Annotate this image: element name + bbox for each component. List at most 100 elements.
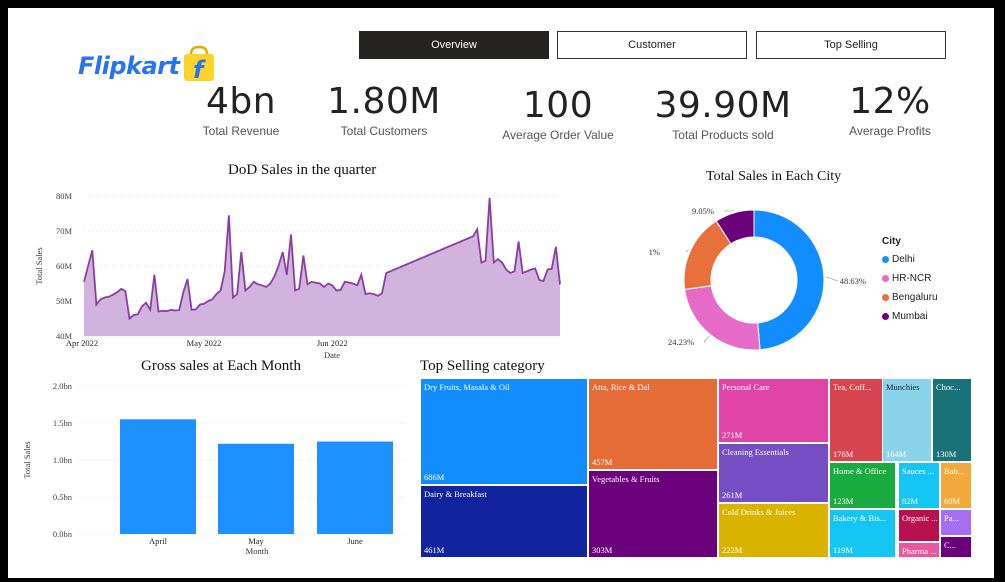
flipkart-bag-icon: f: [180, 45, 218, 84]
treemap-tile-value: 119M: [833, 545, 853, 555]
kpi-average-order-value: 100 Average Order Value: [488, 85, 628, 143]
kpi-value: 1.80M: [327, 81, 441, 122]
treemap-tile-value: 686M: [424, 472, 445, 482]
treemap-tile-value: 123M: [833, 496, 854, 506]
treemap-tile-value: 82M: [902, 496, 919, 506]
x-tick-label: June: [347, 536, 363, 546]
dashboard-canvas: Flipkart f Overview Customer Top Selling…: [8, 8, 994, 578]
treemap-tile-label: Bab...: [944, 466, 965, 476]
y-tick-label: 0.0bn: [53, 529, 73, 539]
legend-title: City: [882, 236, 901, 247]
y-tick-label: 1.0bn: [53, 455, 73, 465]
x-tick-label: May: [248, 536, 264, 546]
treemap-tile[interactable]: Tea, Coff... 176M: [829, 378, 884, 462]
treemap-tile-label: Vegetables & Fruits: [592, 474, 660, 484]
y-tick-label: 60M: [56, 261, 73, 271]
donut-slice: [715, 209, 755, 245]
legend-dot-icon: [882, 313, 889, 320]
top-selling-title: Top Selling category: [420, 358, 545, 374]
legend-item-hr-ncr[interactable]: HR-NCR: [882, 269, 938, 288]
y-tick-label: 70M: [56, 226, 73, 236]
slice-value-label: 18.1%: [648, 247, 660, 257]
treemap-tile-label: Bakery & Bis...: [833, 513, 887, 523]
treemap-tile[interactable]: C...: [940, 536, 972, 558]
legend-dot-icon: [882, 275, 889, 282]
treemap-tile-label: Organic ...: [902, 513, 938, 523]
y-tick-label: 80M: [56, 191, 73, 201]
y-axis-label: Total Sales: [22, 441, 32, 478]
treemap-tile[interactable]: Vegetables & Fruits 303M: [588, 470, 718, 558]
treemap-tile[interactable]: Atta, Rice & Dal 457M: [588, 378, 718, 470]
treemap-tile-value: 461M: [424, 545, 445, 555]
treemap-tile[interactable]: Bab... 60M: [940, 462, 972, 509]
tab-customer[interactable]: Customer: [557, 31, 747, 59]
kpi-value: 4bn: [205, 81, 277, 122]
city-legend: City Delhi HR-NCR Bengaluru Mumbai: [882, 236, 938, 326]
legend-label: Bengaluru: [892, 292, 938, 303]
legend-label: HR-NCR: [892, 273, 932, 284]
treemap-tile-value: 60M: [944, 496, 961, 506]
treemap-tile-label: Personal Care: [722, 382, 770, 392]
y-tick-label: 1.5bn: [53, 418, 73, 428]
bar-april: [120, 419, 196, 534]
treemap-tile-label: Cleaning Essentials: [722, 447, 789, 457]
svg-text:f: f: [193, 56, 206, 83]
treemap-tile-label: Sauces ...: [902, 466, 935, 476]
dod-sales-area-chart: 40M 50M 60M 70M 80M Apr 2022 May 2022 Jun 2022 D…: [34, 191, 561, 360]
legend-item-bengaluru[interactable]: Bengaluru: [882, 288, 938, 307]
treemap-tile[interactable]: Choc... 130M: [932, 378, 972, 462]
x-tick-label: May 2022: [187, 338, 222, 348]
legend-item-delhi[interactable]: Delhi: [882, 250, 938, 269]
treemap-tile[interactable]: Cleaning Essentials 261M: [718, 443, 829, 503]
treemap-tile[interactable]: Dairy & Breakfast 461M: [420, 485, 588, 558]
treemap-tile[interactable]: Organic ...: [898, 509, 940, 542]
treemap-tile[interactable]: Home & Office 123M: [829, 462, 896, 509]
dod-sales-title: DoD Sales in the quarter: [228, 162, 377, 178]
treemap-tile-label: Cold Drinks & Juices: [722, 507, 796, 517]
treemap-tile-value: 457M: [592, 457, 613, 467]
tab-top-selling[interactable]: Top Selling: [756, 31, 946, 59]
kpi-value: 12%: [849, 81, 931, 122]
treemap-tile-label: Atta, Rice & Dal: [592, 382, 650, 392]
treemap-tile-label: Tea, Coff...: [833, 382, 872, 392]
treemap-tile[interactable]: Bakery & Bis... 119M: [829, 509, 896, 558]
slice-value-label: 48.63%: [840, 276, 866, 286]
legend-label: Delhi: [892, 254, 915, 265]
slice-leader-line: [825, 276, 839, 282]
kpi-total-customers: 1.80M Total Customers: [314, 81, 454, 139]
treemap-tile-label: Home & Office: [833, 466, 887, 476]
legend-label: Mumbai: [892, 311, 928, 322]
legend-item-mumbai[interactable]: Mumbai: [882, 307, 938, 326]
brand-logo-text: Flipkart: [78, 52, 180, 80]
kpi-total-revenue: 4bn Total Revenue: [181, 81, 301, 139]
city-sales-donut-chart: 48.63% 24.23% 18.1% 9.05%: [648, 206, 866, 351]
treemap-tile[interactable]: Munchies 164M: [882, 378, 932, 462]
kpi-label: Total Revenue: [202, 124, 280, 138]
treemap-tile[interactable]: Cold Drinks & Juices 222M: [718, 503, 829, 558]
legend-dot-icon: [882, 294, 889, 301]
x-axis-label: Month: [246, 546, 269, 556]
y-tick-label: 2.0bn: [53, 381, 73, 391]
slice-value-label: 24.23%: [668, 337, 694, 347]
y-axis-label: Total Sales: [34, 247, 44, 284]
city-sales-title: Total Sales in Each City: [706, 169, 842, 184]
y-tick-label: 50M: [56, 296, 73, 306]
treemap-tile-label: Dairy & Breakfast: [424, 489, 487, 499]
treemap-tile[interactable]: Pharma ...: [898, 542, 940, 558]
legend-dot-icon: [882, 256, 889, 263]
sales-area: [84, 197, 560, 336]
treemap-tile-value: 303M: [592, 545, 613, 555]
treemap-tile[interactable]: Sauces ... 82M: [898, 462, 940, 509]
treemap-tile[interactable]: Pa...: [940, 509, 972, 536]
tab-overview[interactable]: Overview: [359, 31, 549, 59]
x-tick-label: Apr 2022: [66, 338, 98, 348]
kpi-value: 100: [522, 85, 594, 126]
treemap-tile-value: 176M: [833, 449, 854, 459]
treemap-tile[interactable]: Dry Fruits, Masala & Oil 686M: [420, 378, 588, 485]
bar-may: [218, 443, 294, 534]
kpi-total-products-sold: 39.90M Total Products sold: [653, 85, 793, 143]
donut-slice: [753, 209, 825, 351]
treemap-tile[interactable]: Personal Care 271M: [718, 378, 829, 443]
kpi-average-profits: 12% Average Profits: [830, 81, 950, 139]
kpi-value: 39.90M: [654, 85, 792, 126]
